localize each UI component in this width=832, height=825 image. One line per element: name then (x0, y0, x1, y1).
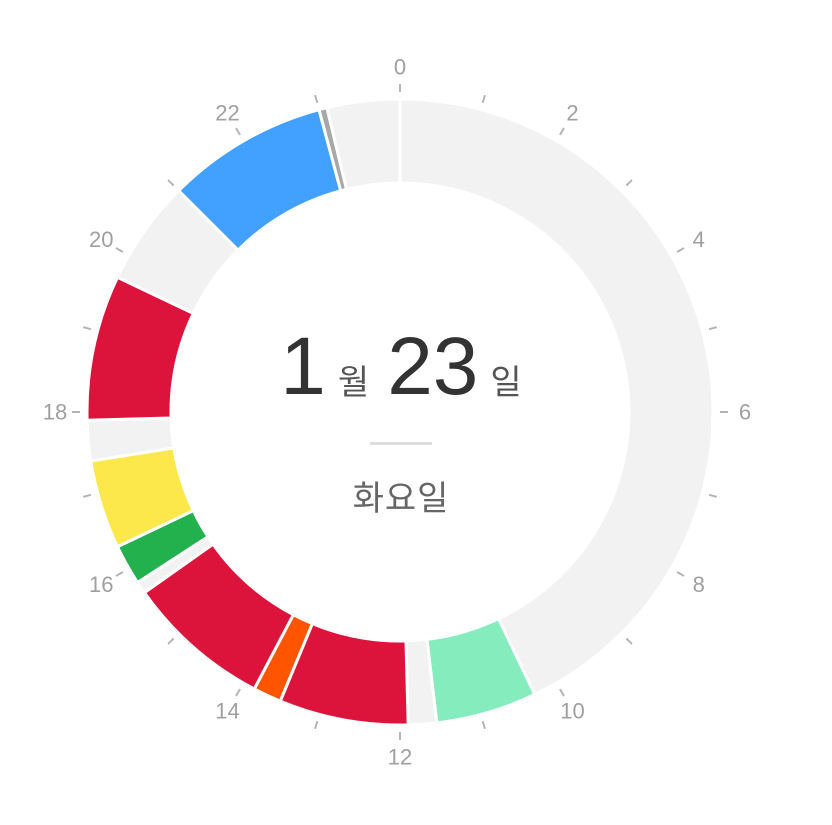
activity-segment-14 (325, 97, 402, 192)
hour-label-20: 20 (89, 227, 113, 252)
month-unit: 월 (337, 364, 370, 402)
hour-label-0: 0 (394, 55, 406, 80)
hour-tick-13 (314, 720, 319, 730)
hour-tick-19 (82, 326, 92, 331)
hour-tick-11 (481, 720, 486, 730)
activity-segment-0 (398, 97, 715, 697)
hour-label-8: 8 (693, 572, 705, 597)
hour-tick-5 (708, 326, 718, 331)
hour-tick-2 (559, 127, 565, 136)
weekday-label: 화요일 (352, 480, 450, 518)
hour-tick-15 (167, 637, 175, 645)
hour-tick-1 (481, 94, 486, 104)
divider (370, 442, 432, 445)
hour-tick-8 (676, 571, 685, 577)
hour-tick-16 (115, 571, 124, 577)
date-display: 1 월 23 일 화요일 (216, 320, 586, 520)
hour-label-4: 4 (693, 227, 705, 252)
hour-tick-23 (314, 94, 319, 104)
hour-label-22: 22 (215, 101, 239, 126)
hour-label-16: 16 (89, 572, 113, 597)
hour-tick-14 (235, 688, 241, 697)
hour-label-6: 6 (739, 400, 751, 425)
hour-tick-22 (235, 127, 241, 136)
hour-label-10: 10 (560, 698, 584, 723)
hour-label-18: 18 (43, 400, 67, 425)
hour-tick-17 (82, 493, 92, 498)
activity-segments (85, 97, 715, 727)
hour-tick-7 (708, 493, 718, 498)
month-number: 1 (280, 321, 326, 412)
hour-tick-4 (676, 247, 685, 253)
day-unit: 일 (490, 364, 522, 402)
hour-labels: 0 2 4 6 8 10 12 14 16 18 20 22 (43, 55, 751, 770)
hour-tick-20 (115, 247, 124, 253)
day-number: 23 (387, 321, 479, 412)
hour-tick-10 (559, 688, 565, 697)
hour-tick-3 (625, 179, 633, 187)
hour-tick-9 (625, 637, 633, 645)
hour-label-2: 2 (566, 101, 578, 126)
hour-label-12: 12 (388, 745, 412, 770)
hour-tick-21 (167, 179, 175, 187)
date-row: 1 월 23 일 (216, 320, 586, 414)
hour-label-14: 14 (215, 698, 239, 723)
hour-ticks (72, 84, 728, 740)
